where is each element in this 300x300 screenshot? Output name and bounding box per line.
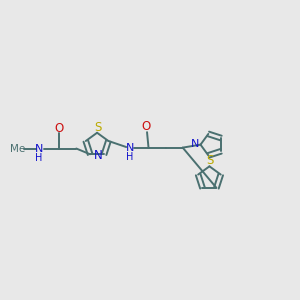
Text: N: N (126, 142, 134, 153)
Text: Me: Me (10, 143, 26, 154)
Text: S: S (206, 154, 213, 167)
Text: H: H (126, 152, 134, 161)
Text: N: N (190, 139, 199, 149)
Text: N: N (35, 143, 43, 154)
Text: N: N (94, 149, 103, 162)
Text: H: H (35, 153, 43, 163)
Text: O: O (142, 120, 151, 133)
Text: S: S (94, 121, 101, 134)
Text: O: O (54, 122, 63, 135)
